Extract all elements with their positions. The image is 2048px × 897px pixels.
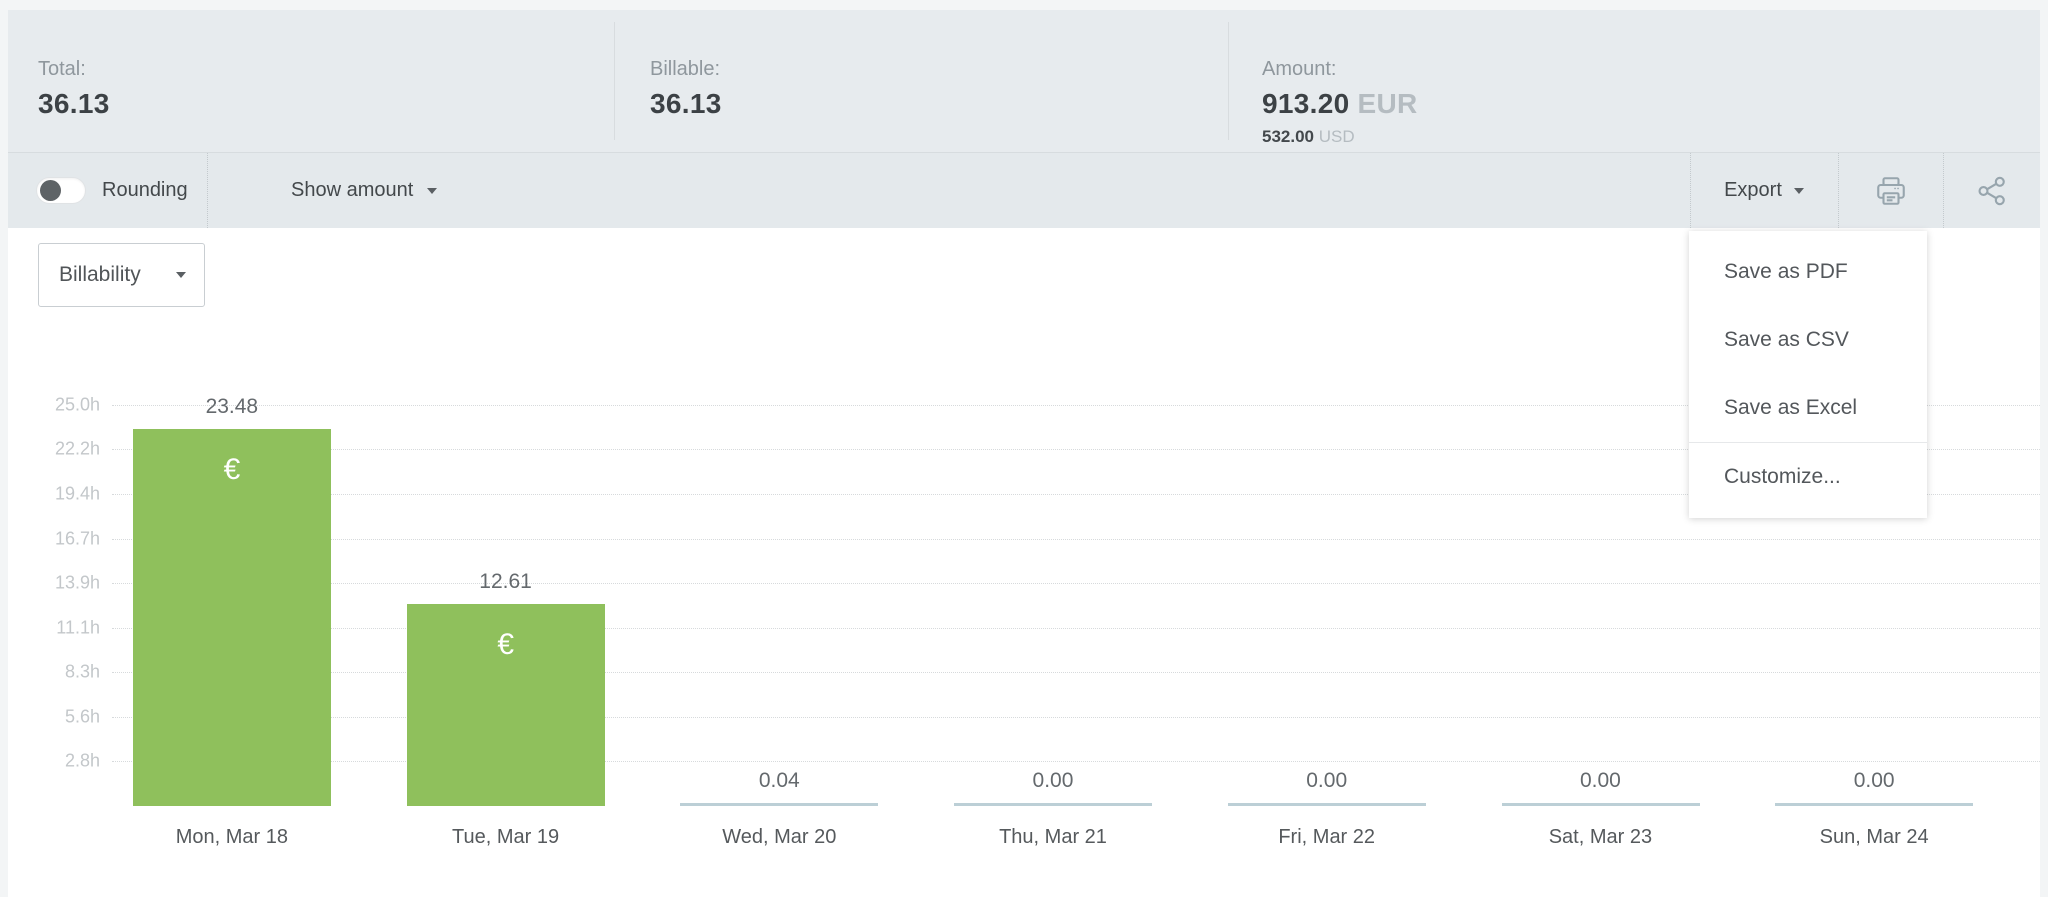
y-gridline [112,404,2040,406]
summary-stats-bar: Total: 36.13 Billable: 36.13 Amount: 913… [8,10,2040,152]
amount-stat: Amount: 913.20 EUR 532.00 USD [1228,10,2040,152]
chart-zero-bar[interactable] [954,803,1153,806]
chart-column: 0.00 Thu, Mar 21 [916,228,1190,897]
chevron-down-icon [176,272,186,278]
total-label: Total: [38,58,86,80]
y-gridline [112,672,2040,674]
x-axis-date-label: Thu, Mar 21 [999,826,1107,848]
y-gridline [112,583,2040,585]
billable-stat: Billable: 36.13 [614,10,1228,152]
amount-eur: 913.20 EUR [1262,88,2040,120]
y-gridline [112,716,2040,718]
chart-zero-bar[interactable] [1227,803,1426,806]
chart-zero-bar[interactable] [680,803,879,806]
chart-type-selected-label: Billability [59,263,141,286]
share-icon [1977,176,2005,205]
export-button[interactable]: Export [1690,153,1838,228]
y-axis-tick-label: 5.6h [64,706,100,727]
y-axis-tick-label: 19.4h [54,483,100,504]
export-label: Export [1724,179,1782,201]
chart-value-label: 0.00 [1853,769,1895,792]
toolbar-separator [1838,153,1839,228]
chart-bar[interactable]: € [406,603,605,806]
toggle-knob-icon [40,180,61,201]
print-icon [1876,176,1905,205]
x-axis-date-label: Sun, Mar 24 [1819,826,1929,848]
chart-value-label: 12.61 [479,569,532,593]
x-axis-date-label: Fri, Mar 22 [1278,826,1376,848]
y-axis-tick-label: 25.0h [54,394,100,415]
rounding-label: Rounding [102,179,188,201]
menu-divider [1689,442,1927,443]
stats-divider [1228,22,1229,140]
y-gridline [112,538,2040,540]
toolbar-separator [1690,153,1691,228]
total-value: 36.13 [38,88,110,119]
chart-value-label: 0.00 [1579,769,1621,792]
rounding-toggle[interactable]: Rounding [36,153,188,228]
rounding-switch[interactable] [36,177,86,204]
chart-column: 0.00 Sat, Mar 23 [1464,228,1738,897]
x-axis-date-label: Mon, Mar 18 [175,826,288,848]
y-axis-tick-label: 13.9h [54,572,100,593]
chart-value-label: 0.00 [1032,769,1074,792]
y-axis-tick-label: 11.1h [56,617,100,638]
bar-chart: 25.0h 22.2h 19.4h 16.7h 13.9h 11.1h 8.3h 5.6h 2.… [8,228,2040,897]
chart-zero-bar[interactable] [1775,803,1974,806]
chevron-down-icon [1793,187,1804,194]
x-axis-date-label: Tue, Mar 19 [452,826,560,848]
chart-zero-bar[interactable] [1501,803,1700,806]
menu-item-save-as-pdf[interactable]: Save as PDF [1724,260,1848,283]
currency-symbol-label: € [497,627,515,661]
chart-type-select[interactable]: Billability [38,243,205,307]
menu-item-save-as-csv[interactable]: Save as CSV [1724,328,1849,351]
x-axis-date-label: Sat, Mar 23 [1548,826,1653,848]
amount-label: Amount: [1262,58,1337,80]
stats-divider [614,22,615,140]
show-amount-label: Show amount [291,179,414,201]
toolbar-separator [207,153,208,228]
amount-eur-value: 913.20 [1262,88,1350,119]
chart-column: 0.00 Fri, Mar 22 [1190,228,1464,897]
amount-usd-currency: USD [1318,127,1355,146]
export-menu: Save as PDF Save as CSV Save as Excel Cu… [1689,231,1927,518]
total-stat: Total: 36.13 [8,10,614,152]
chart-toolbar: Rounding Show amount Export [8,152,2040,228]
chart-bar[interactable]: € [133,429,331,806]
chevron-down-icon [427,187,438,194]
chart-column: €23.48 Mon, Mar 18 [95,228,369,897]
menu-item-save-as-excel[interactable]: Save as Excel [1724,396,1858,419]
y-axis-tick-label: 22.2h [54,438,100,459]
toolbar-separator [1943,153,1944,228]
currency-symbol-label: € [223,453,241,487]
x-axis-date-label: Wed, Mar 20 [722,826,837,848]
billable-label: Billable: [650,58,721,80]
print-button[interactable] [1838,153,1943,228]
amount-usd: 532.00 USD [1262,127,2040,147]
chart-value-label: 0.00 [1306,769,1348,792]
chart-value-label: 0.04 [758,769,800,792]
amount-eur-currency: EUR [1357,88,1418,119]
chart-column: €12.61 Tue, Mar 19 [369,228,643,897]
billable-value: 36.13 [650,88,722,119]
y-gridline [112,627,2040,629]
amount-usd-value: 532.00 [1262,127,1314,146]
y-gridline [112,449,2040,451]
y-axis-tick-label: 2.8h [64,750,100,771]
chart-column: 0.04 Wed, Mar 20 [642,228,916,897]
y-gridline [112,761,2040,763]
chart-column: 0.00 Sun, Mar 24 [1737,228,2011,897]
y-axis-tick-label: 8.3h [64,661,100,682]
chart-value-label: 23.48 [205,395,259,419]
share-button[interactable] [1943,153,2040,228]
y-gridline [112,494,2040,496]
y-axis-tick-label: 16.7h [54,528,100,549]
show-amount-dropdown[interactable]: Show amount [291,153,438,228]
menu-item-customize[interactable]: Customize... [1724,465,1841,488]
